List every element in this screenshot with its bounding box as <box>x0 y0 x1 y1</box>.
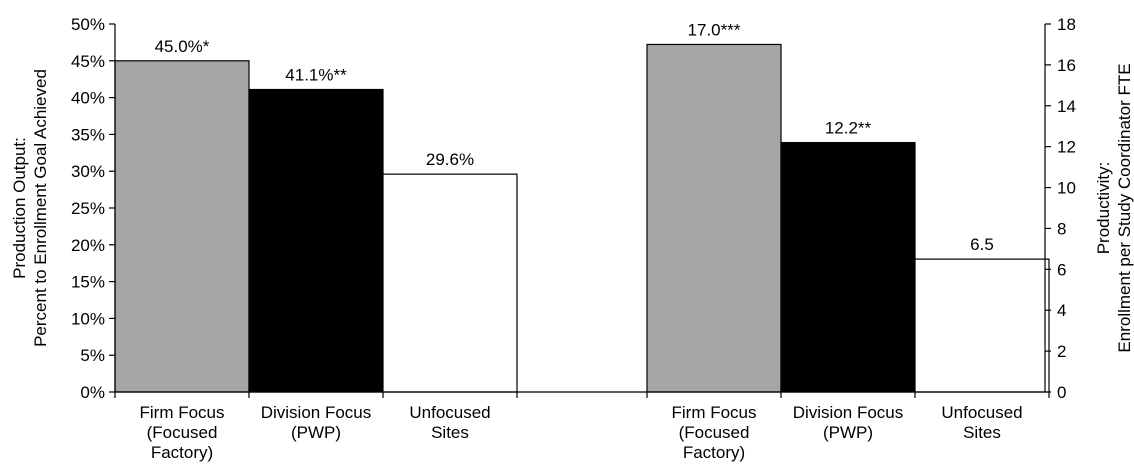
data-label-left-1: 41.1%** <box>285 66 347 85</box>
category-label: Firm Focus <box>672 403 757 422</box>
data-label-left-2: 29.6% <box>426 150 474 169</box>
right-y-tick-label: 16 <box>1057 56 1076 75</box>
left-y-tick-label: 5% <box>80 346 105 365</box>
right-y-tick-label: 10 <box>1057 179 1076 198</box>
left-y-tick-label: 30% <box>71 162 105 181</box>
category-label: Unfocused <box>941 403 1022 422</box>
category-label: (PWP) <box>823 423 873 442</box>
category-label: (Focused <box>679 423 750 442</box>
left-y-tick-label: 10% <box>71 309 105 328</box>
right-y-tick-label: 0 <box>1057 383 1066 402</box>
category-label: (Focused <box>147 423 218 442</box>
left-y-tick-label: 25% <box>71 199 105 218</box>
bar-right-2 <box>914 258 1050 393</box>
left-y-tick-label: 45% <box>71 52 105 71</box>
category-label: Division Focus <box>793 403 904 422</box>
right-y-tick-label: 2 <box>1057 342 1066 361</box>
bar-right-0 <box>646 43 782 393</box>
category-label: Sites <box>431 423 469 442</box>
bar-left-0 <box>114 60 250 393</box>
left-axis-title: Production Output: <box>10 137 29 279</box>
right-y-tick-label: 18 <box>1057 15 1076 34</box>
data-label-left-0: 45.0%* <box>155 37 210 56</box>
category-label: Factory) <box>151 443 213 462</box>
bar-left-1 <box>248 88 384 393</box>
right-y-tick-label: 14 <box>1057 97 1076 116</box>
category-label: Division Focus <box>261 403 372 422</box>
right-y-tick-label: 8 <box>1057 219 1066 238</box>
right-axis-title: Enrollment per Study Coordinator FTE <box>1115 63 1134 352</box>
left-y-tick-label: 40% <box>71 89 105 108</box>
left-y-tick-label: 50% <box>71 15 105 34</box>
data-label-right-0: 17.0*** <box>688 20 741 39</box>
category-label: Unfocused <box>409 403 490 422</box>
left-y-tick-label: 15% <box>71 273 105 292</box>
right-y-tick-label: 6 <box>1057 260 1066 279</box>
category-label: Factory) <box>683 443 745 462</box>
left-axis-title: Percent to Enrollment Goal Achieved <box>31 69 50 347</box>
bar-left-2 <box>382 173 518 393</box>
right-y-tick-label: 4 <box>1057 301 1066 320</box>
category-label: Sites <box>963 423 1001 442</box>
category-label: Firm Focus <box>140 403 225 422</box>
right-y-tick-label: 12 <box>1057 138 1076 157</box>
data-label-right-2: 6.5 <box>970 235 994 254</box>
category-label: (PWP) <box>291 423 341 442</box>
left-y-tick-label: 20% <box>71 236 105 255</box>
left-y-tick-label: 0% <box>80 383 105 402</box>
right-axis-title: Productivity: <box>1094 162 1113 255</box>
data-label-right-1: 12.2** <box>825 119 872 138</box>
left-y-tick-label: 35% <box>71 125 105 144</box>
bar-right-1 <box>780 141 916 393</box>
